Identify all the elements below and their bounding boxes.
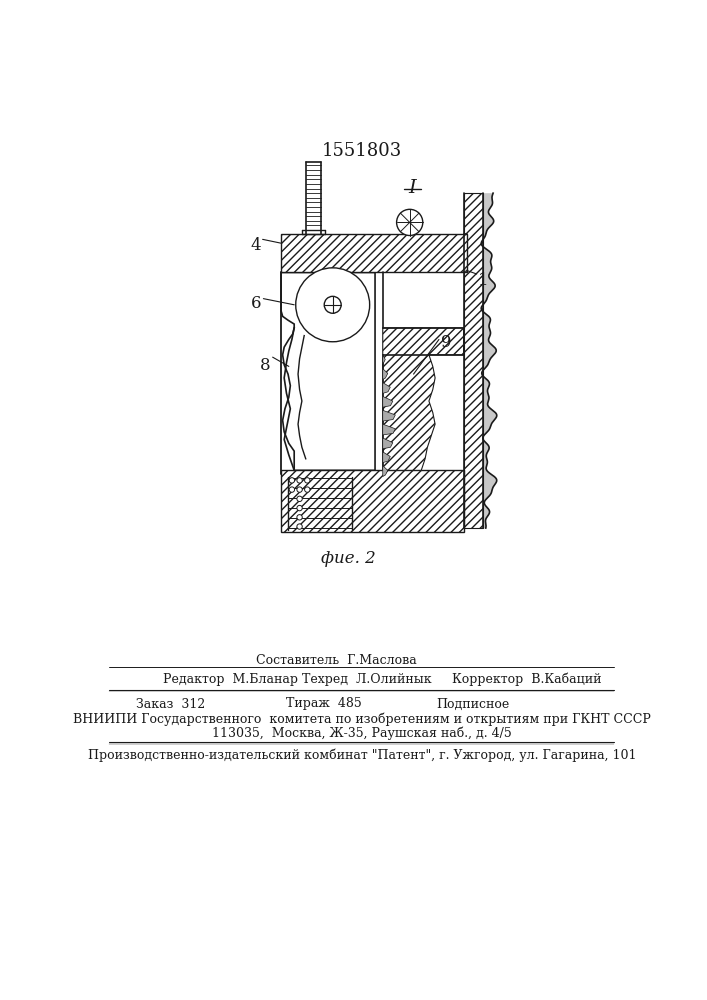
Text: 8: 8 <box>259 357 270 374</box>
Circle shape <box>305 478 310 483</box>
Circle shape <box>297 478 303 483</box>
Text: 113035,  Москва, Ж-35, Раушская наб., д. 4/5: 113035, Москва, Ж-35, Раушская наб., д. … <box>212 727 512 740</box>
Text: Техред  Л.Олийнык: Техред Л.Олийнык <box>302 673 431 686</box>
Text: Корректор  В.Кабаций: Корректор В.Кабаций <box>452 673 602 686</box>
Polygon shape <box>464 193 483 528</box>
Polygon shape <box>382 355 385 366</box>
Circle shape <box>305 487 310 492</box>
Polygon shape <box>281 470 464 532</box>
Circle shape <box>289 478 295 483</box>
Text: Составитель  Г.Маслова: Составитель Г.Маслова <box>256 654 417 667</box>
Circle shape <box>297 515 303 520</box>
Circle shape <box>297 505 303 511</box>
Circle shape <box>297 496 303 502</box>
Text: Редактор  М.Бланар: Редактор М.Бланар <box>163 673 298 686</box>
Text: 1551803: 1551803 <box>322 142 402 160</box>
Polygon shape <box>382 383 390 393</box>
Text: 6: 6 <box>250 295 261 312</box>
Circle shape <box>397 209 423 235</box>
Text: Подписное: Подписное <box>437 698 510 710</box>
Circle shape <box>296 268 370 342</box>
Text: 9: 9 <box>440 334 451 351</box>
Polygon shape <box>382 466 387 477</box>
Polygon shape <box>382 410 395 421</box>
Text: 4: 4 <box>250 237 261 254</box>
Text: Производственно-издательский комбинат "Патент", г. Ужгород, ул. Гагарина, 101: Производственно-издательский комбинат "П… <box>88 748 636 762</box>
Circle shape <box>297 487 303 492</box>
Polygon shape <box>382 369 387 379</box>
Text: Тираж  485: Тираж 485 <box>286 698 362 710</box>
Polygon shape <box>382 328 464 470</box>
Text: 1: 1 <box>477 272 488 289</box>
Text: Заказ  312: Заказ 312 <box>136 698 206 710</box>
Text: I: I <box>408 179 416 197</box>
Text: фие. 2: фие. 2 <box>321 550 375 567</box>
Polygon shape <box>382 452 390 463</box>
Polygon shape <box>481 193 497 528</box>
Polygon shape <box>281 234 467 272</box>
Circle shape <box>289 487 295 492</box>
Text: ВНИИПИ Государственного  комитета по изобретениям и открытиям при ГКНТ СССР: ВНИИПИ Государственного комитета по изоб… <box>73 713 651 726</box>
Polygon shape <box>382 396 393 407</box>
Polygon shape <box>382 424 395 435</box>
Polygon shape <box>382 438 393 449</box>
Circle shape <box>297 524 303 529</box>
Polygon shape <box>281 272 375 470</box>
Circle shape <box>325 296 341 313</box>
